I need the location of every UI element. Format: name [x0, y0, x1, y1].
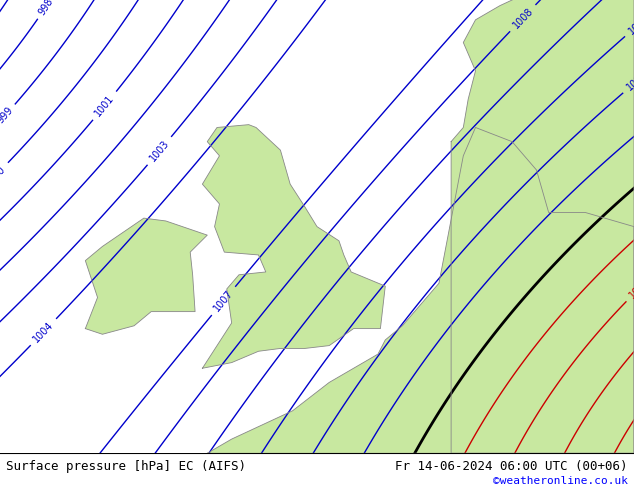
Text: 1007: 1007 [212, 288, 235, 314]
Text: 1004: 1004 [31, 320, 56, 344]
Text: 998: 998 [36, 0, 55, 18]
Text: 1001: 1001 [93, 93, 116, 119]
Text: 1000: 1000 [0, 164, 8, 188]
Text: Fr 14-06-2024 06:00 UTC (00+06): Fr 14-06-2024 06:00 UTC (00+06) [395, 460, 628, 473]
Text: 1010: 1010 [626, 13, 634, 36]
Polygon shape [202, 124, 385, 368]
Text: 1011: 1011 [624, 69, 634, 93]
Text: 1003: 1003 [148, 138, 171, 164]
Text: Surface pressure [hPa] EC (AIFS): Surface pressure [hPa] EC (AIFS) [6, 460, 247, 473]
Text: ©weatheronline.co.uk: ©weatheronline.co.uk [493, 476, 628, 486]
Polygon shape [451, 0, 634, 453]
Text: 999: 999 [0, 105, 15, 125]
Text: 1015: 1015 [627, 276, 634, 300]
Polygon shape [86, 218, 207, 334]
Text: 1008: 1008 [510, 6, 535, 30]
Polygon shape [207, 127, 634, 453]
